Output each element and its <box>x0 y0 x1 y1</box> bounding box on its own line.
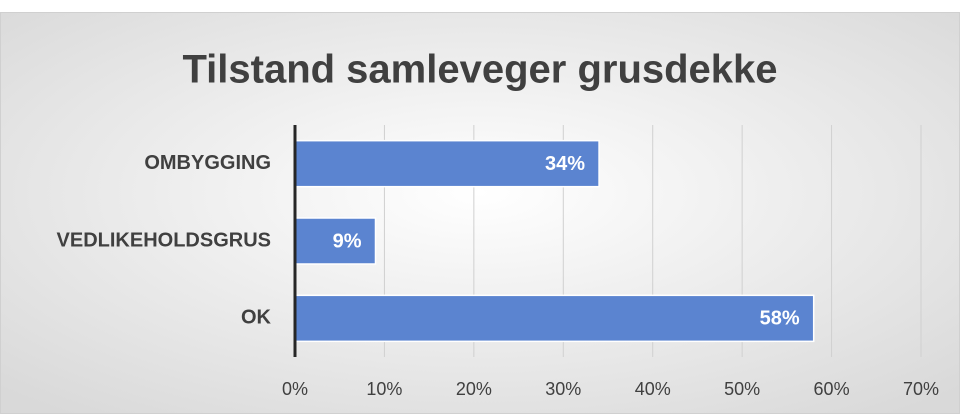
bar <box>294 294 815 343</box>
bar <box>294 139 600 188</box>
x-tick-label: 10% <box>366 379 402 399</box>
x-tick-label: 0% <box>282 379 308 399</box>
x-tick-label: 30% <box>545 379 581 399</box>
y-tick-label: OMBYGGING <box>144 152 271 174</box>
x-tick-label: 20% <box>456 379 492 399</box>
data-label: 34% <box>545 153 585 175</box>
x-tick-label: 70% <box>903 379 939 399</box>
bar <box>294 217 377 265</box>
y-tick-label: VEDLIKEHOLDSGRUS <box>57 229 271 251</box>
data-label: 58% <box>760 308 800 330</box>
chart-title: Tilstand samleveger grusdekke <box>182 48 777 92</box>
chart-background <box>0 12 960 414</box>
x-tick-label: 40% <box>635 379 671 399</box>
x-tick-label: 60% <box>814 379 850 399</box>
x-tick-label: 50% <box>724 379 760 399</box>
data-label: 9% <box>333 230 362 252</box>
y-tick-label: OK <box>241 307 272 329</box>
